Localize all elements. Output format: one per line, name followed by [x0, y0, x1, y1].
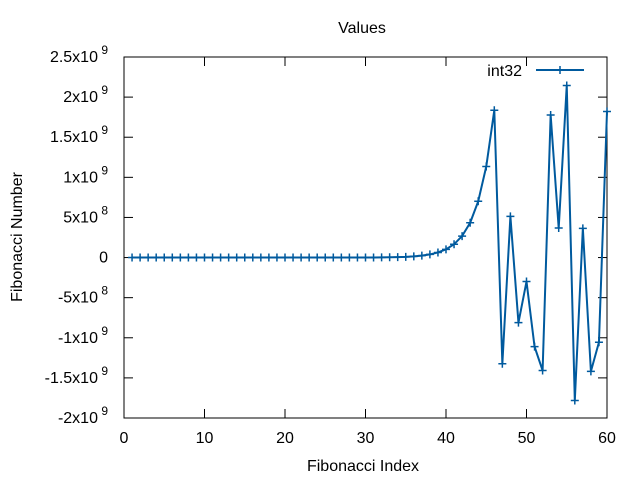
- legend-marker-plus: [556, 66, 564, 74]
- data-point: [401, 252, 410, 261]
- data-point: [498, 359, 507, 368]
- data-point: [329, 253, 338, 262]
- data-point: [305, 253, 314, 262]
- data-point: [176, 253, 185, 262]
- data-point: [144, 253, 153, 262]
- y-tick-label: 2x10 9: [63, 83, 108, 106]
- y-tick-labels: -2x10 9 -1.5x10 9 -1x10 9 -5x10 8 0 5x10 8 1x1…: [45, 43, 109, 427]
- data-point: [353, 253, 362, 262]
- x-tick-labels: 0 10 20 30 40 50 60: [120, 430, 616, 447]
- data-point: [192, 253, 201, 262]
- data-point: [272, 253, 281, 262]
- data-point: [562, 81, 571, 90]
- x-tick-label: 60: [598, 430, 616, 447]
- data-point: [168, 253, 177, 262]
- data-point: [522, 277, 531, 286]
- data-point: [128, 253, 137, 262]
- data-point: [321, 253, 330, 262]
- data-point: [184, 253, 193, 262]
- x-tick-label: 10: [196, 430, 214, 447]
- data-point: [136, 253, 145, 262]
- data-point: [603, 107, 611, 116]
- data-point: [474, 197, 483, 206]
- y-tick-label: -1x10 9: [58, 324, 108, 347]
- data-point: [248, 253, 257, 262]
- data-point: [377, 253, 386, 262]
- x-tick-label: 30: [357, 430, 375, 447]
- plot-frame: [123, 56, 608, 419]
- data-point: [554, 224, 563, 233]
- data-point: [345, 253, 354, 262]
- data-point: [264, 253, 273, 262]
- data-point: [200, 253, 209, 262]
- data-point: [570, 396, 579, 405]
- data-point: [208, 253, 217, 262]
- data-point: [385, 253, 394, 262]
- data-point: [482, 162, 491, 171]
- data-point: [466, 218, 475, 227]
- axis-ticks: [123, 56, 608, 419]
- legend-label-int32: int32: [487, 63, 522, 80]
- y-axis-label: Fibonacci Number: [9, 171, 26, 302]
- data-point: [490, 106, 499, 115]
- data-point: [216, 253, 225, 262]
- y-tick-label: -2x10 9: [58, 404, 108, 427]
- data-point: [152, 253, 161, 262]
- data-point: [506, 212, 515, 221]
- data-point: [361, 253, 370, 262]
- x-tick-label: 20: [276, 430, 294, 447]
- x-tick-label: 50: [518, 430, 536, 447]
- data-point: [337, 253, 346, 262]
- y-tick-label: -5x10 8: [58, 284, 108, 307]
- series-layer: [128, 81, 611, 405]
- y-tick-label: 0: [99, 250, 108, 267]
- data-point: [530, 342, 539, 351]
- data-point: [281, 253, 289, 262]
- data-point: [297, 253, 306, 262]
- y-tick-label: -1.5x10 9: [45, 364, 109, 387]
- legend-marker-int32: [556, 66, 564, 74]
- y-tick-label: 1.5x10 9: [50, 123, 108, 146]
- x-axis-label: Fibonacci Index: [307, 458, 419, 475]
- legend: int32: [487, 63, 584, 80]
- data-point: [594, 338, 603, 347]
- y-tick-label: 1x10 9: [63, 163, 108, 186]
- data-point: [450, 240, 459, 249]
- chart-title: Values: [338, 20, 386, 37]
- x-tick-label: 40: [437, 430, 455, 447]
- y-tick-label: 5x10 8: [63, 203, 108, 226]
- data-point: [578, 224, 587, 233]
- data-point: [393, 253, 402, 262]
- data-point: [369, 253, 378, 262]
- data-point: [289, 253, 298, 262]
- data-point: [458, 232, 467, 241]
- data-point: [313, 253, 322, 262]
- data-point: [256, 253, 265, 262]
- data-point: [240, 253, 249, 262]
- series-points-int32: [128, 81, 611, 405]
- data-point: [425, 250, 434, 259]
- series-line-int32: [132, 85, 608, 401]
- data-point: [224, 253, 233, 262]
- data-point: [514, 318, 523, 327]
- data-point: [232, 253, 241, 262]
- data-point: [160, 253, 169, 262]
- data-point: [417, 251, 426, 260]
- data-point: [433, 248, 442, 257]
- data-point: [409, 252, 418, 261]
- y-tick-label: 2.5x10 9: [50, 43, 108, 66]
- data-point: [586, 367, 595, 376]
- data-point: [538, 366, 547, 375]
- data-point: [442, 245, 450, 254]
- x-tick-label: 0: [120, 430, 129, 447]
- data-point: [546, 111, 555, 120]
